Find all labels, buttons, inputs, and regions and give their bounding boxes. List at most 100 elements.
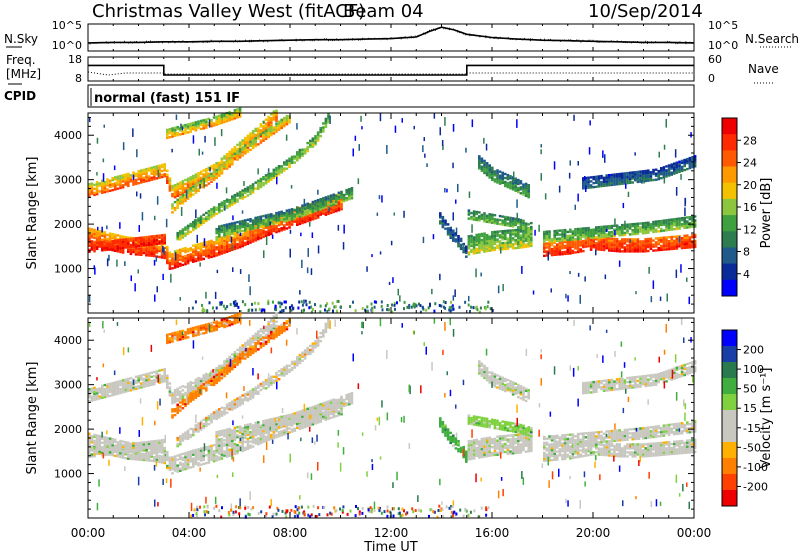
range-gate-cell xyxy=(584,178,588,182)
range-gate-cell xyxy=(506,243,510,246)
range-gate-cell xyxy=(517,190,520,194)
range-gate-cell xyxy=(631,233,634,236)
range-gate-cell xyxy=(218,166,221,169)
range-gate-cell xyxy=(691,160,694,163)
range-gate-cell xyxy=(184,199,187,203)
range-gate-cell xyxy=(158,443,161,446)
range-gate-cell xyxy=(496,169,499,172)
range-gate-cell xyxy=(186,125,190,128)
range-gate-cell xyxy=(496,220,499,223)
range-gate-cell xyxy=(233,117,237,120)
range-gate-cell xyxy=(485,216,489,219)
range-gate-cell xyxy=(124,177,127,180)
range-gate-cell xyxy=(225,113,229,117)
range-gate-cell xyxy=(301,154,304,157)
range-gate-cell xyxy=(298,215,302,218)
scatter-point xyxy=(196,234,198,243)
range-gate-cell xyxy=(288,121,291,124)
range-gate-cell xyxy=(277,221,281,224)
range-gate-cell xyxy=(215,162,218,165)
range-gate-cell xyxy=(498,230,502,233)
range-gate-cell xyxy=(498,180,502,183)
range-gate-cell xyxy=(621,238,624,241)
range-gate-cell xyxy=(496,218,499,221)
range-gate-cell xyxy=(665,227,668,230)
scatter-point xyxy=(141,212,144,221)
range-gate-cell xyxy=(205,118,208,121)
range-gate-cell xyxy=(168,261,172,264)
ground-scatter-point xyxy=(425,308,428,312)
range-gate-cell xyxy=(576,231,580,235)
scatter-point xyxy=(595,249,597,256)
range-gate-cell xyxy=(519,226,523,230)
range-gate-cell xyxy=(683,158,686,162)
range-gate-cell xyxy=(509,181,512,184)
range-gate-cell xyxy=(600,244,603,247)
scatter-point xyxy=(171,148,173,153)
range-gate-cell xyxy=(686,234,689,237)
scatter-point xyxy=(452,212,454,221)
range-gate-cell xyxy=(301,214,304,217)
range-gate-cell xyxy=(550,247,554,251)
scatter-point xyxy=(565,293,567,299)
range-gate-cell xyxy=(231,118,234,121)
scatter-point xyxy=(648,266,650,274)
range-gate-cell xyxy=(621,223,624,227)
range-gate-cell xyxy=(618,180,621,184)
range-gate-cell xyxy=(254,233,257,236)
range-gate-cell xyxy=(639,178,642,181)
ground-scatter-point xyxy=(310,310,313,314)
range-gate-cell xyxy=(332,208,335,212)
range-gate-cell xyxy=(264,214,268,217)
range-gate-cell xyxy=(296,212,299,215)
range-gate-cell xyxy=(93,183,96,187)
range-gate-cell xyxy=(205,215,208,219)
ground-scatter-point xyxy=(444,301,447,305)
range-gate-cell xyxy=(545,254,549,257)
range-gate-cell xyxy=(314,143,317,146)
range-gate-cell xyxy=(584,182,588,186)
range-gate-cell xyxy=(194,183,198,186)
range-gate-cell xyxy=(270,121,273,124)
range-gate-cell xyxy=(673,235,676,238)
range-gate-cell xyxy=(236,158,239,161)
range-gate-cell xyxy=(140,441,143,444)
range-gate-cell xyxy=(98,440,101,444)
scatter-point xyxy=(371,254,373,258)
range-gate-cell xyxy=(218,237,221,240)
scatter-point xyxy=(544,193,547,200)
ground-scatter-point xyxy=(371,306,374,310)
ground-scatter-point xyxy=(281,309,283,313)
range-gate-cell xyxy=(155,376,159,379)
range-gate-cell xyxy=(277,171,281,174)
range-gate-cell xyxy=(134,180,138,184)
range-gate-cell xyxy=(314,213,317,216)
range-gate-cell xyxy=(506,241,510,244)
scatter-point xyxy=(663,176,666,184)
range-gate-cell xyxy=(103,393,107,397)
range-gate-cell xyxy=(127,389,130,393)
range-gate-cell xyxy=(483,212,486,215)
range-gate-cell xyxy=(324,123,328,127)
range-gate-cell xyxy=(641,228,645,231)
range-gate-cell xyxy=(589,186,593,189)
range-gate-cell xyxy=(478,167,481,170)
range-gate-cell xyxy=(587,239,590,242)
range-gate-cell xyxy=(561,245,564,248)
range-gate-cell xyxy=(212,253,216,256)
range-gate-cell xyxy=(262,131,265,134)
range-gate-cell xyxy=(285,117,289,120)
range-gate-cell xyxy=(589,246,593,249)
range-gate-cell xyxy=(613,237,616,241)
range-gate-cell xyxy=(153,451,156,455)
range-gate-cell xyxy=(283,226,286,229)
range-gate-cell xyxy=(145,447,148,450)
range-gate-cell xyxy=(173,186,177,189)
range-gate-cell xyxy=(163,376,166,379)
range-gate-cell xyxy=(163,459,166,463)
scatter-point xyxy=(361,126,363,130)
range-gate-cell xyxy=(233,237,237,241)
scatter-point xyxy=(547,251,549,261)
range-gate-cell xyxy=(176,399,179,403)
range-gate-cell xyxy=(608,178,611,181)
